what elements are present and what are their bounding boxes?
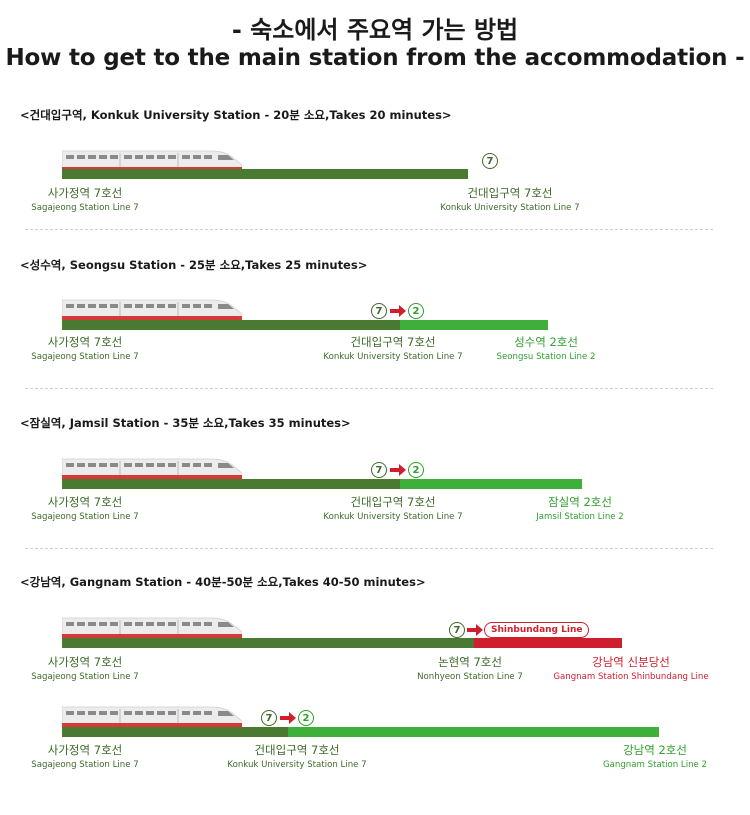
station-label-en: Nonhyeon Station Line 7 — [417, 672, 523, 682]
station-label: 잠실역 2호선 — [548, 495, 612, 509]
route-heading-jamsil: <잠실역, Jamsil Station - 35분 소요,Takes 35 m… — [20, 416, 351, 430]
line7-badge: 7 — [482, 153, 498, 169]
line2-badge: 2 — [408, 303, 424, 319]
line7-badge: 7 — [371, 303, 387, 319]
station-label-en: Konkuk University Station Line 7 — [440, 203, 580, 213]
line2-bar — [400, 479, 582, 489]
station-label-en: Konkuk University Station Line 7 — [323, 512, 463, 522]
station-label: 건대입구역 7호선 — [254, 743, 340, 757]
station-label: 건대입구역 7호선 — [467, 186, 553, 200]
station-label-en: Jamsil Station Line 2 — [536, 512, 624, 522]
line2-bar — [288, 727, 659, 737]
page-title-korean: - 숙소에서 주요역 가는 방법 — [231, 16, 519, 44]
station-label: 성수역 2호선 — [514, 335, 578, 349]
station-label-en: Gangnam Station Shinbundang Line — [553, 672, 709, 682]
station-label-en: Konkuk University Station Line 7 — [323, 352, 463, 362]
station-label-en: Gangnam Station Line 2 — [602, 760, 708, 770]
section-divider — [25, 229, 713, 230]
station-label: 사가정역 7호선 — [47, 495, 123, 509]
shinbundang-line-badge: Shinbundang Line — [484, 622, 590, 638]
page-title-english: How to get to the main station from the … — [5, 45, 745, 71]
right-arrow-icon — [280, 712, 296, 724]
station-label: 강남역 2호선 — [623, 743, 687, 757]
route-heading-gangnam: <강남역, Gangnam Station - 40분-50분 소요,Takes… — [20, 575, 426, 589]
station-label: 논현역 7호선 — [438, 655, 502, 669]
line7-bar — [62, 638, 474, 648]
line7-bar — [62, 320, 400, 330]
station-label: 건대입구역 7호선 — [350, 335, 436, 349]
station-label: 사가정역 7호선 — [47, 335, 123, 349]
route-heading-seongsu: <성수역, Seongsu Station - 25분 소요,Takes 25 … — [20, 258, 368, 272]
line7-bar — [62, 169, 468, 179]
station-label: 사가정역 7호선 — [47, 186, 123, 200]
line7-badge: 7 — [261, 710, 277, 726]
route-heading-konkuk: <건대입구역, Konkuk University Station - 20분 … — [20, 108, 452, 122]
line7-badge: 7 — [371, 462, 387, 478]
line2-badge: 2 — [298, 710, 314, 726]
train-icon — [62, 706, 242, 727]
station-label: 사가정역 7호선 — [47, 655, 123, 669]
section-divider — [25, 548, 713, 549]
station-label: 건대입구역 7호선 — [350, 495, 436, 509]
section-divider — [25, 388, 713, 389]
station-label-en: Sagajeong Station Line 7 — [31, 203, 139, 213]
train-icon — [62, 617, 242, 638]
line2-bar — [400, 320, 548, 330]
shinbundang-bar — [474, 638, 622, 648]
train-icon — [62, 150, 242, 171]
line7-bar — [62, 479, 400, 489]
line2-badge: 2 — [408, 462, 424, 478]
line7-bar — [62, 727, 288, 737]
station-label-en: Konkuk University Station Line 7 — [227, 760, 367, 770]
station-label-en: Sagajeong Station Line 7 — [31, 672, 139, 682]
station-label-en: Seongsu Station Line 2 — [496, 352, 596, 362]
station-label-en: Sagajeong Station Line 7 — [31, 512, 139, 522]
train-icon — [62, 299, 242, 320]
station-label: 사가정역 7호선 — [47, 743, 123, 757]
station-label-en: Sagajeong Station Line 7 — [31, 352, 139, 362]
station-label: 강남역 신분당선 — [592, 655, 670, 669]
right-arrow-icon — [390, 305, 406, 317]
right-arrow-icon — [390, 464, 406, 476]
right-arrow-icon — [467, 624, 483, 636]
station-label-en: Sagajeong Station Line 7 — [31, 760, 139, 770]
train-icon — [62, 458, 242, 479]
line7-badge: 7 — [449, 622, 465, 638]
